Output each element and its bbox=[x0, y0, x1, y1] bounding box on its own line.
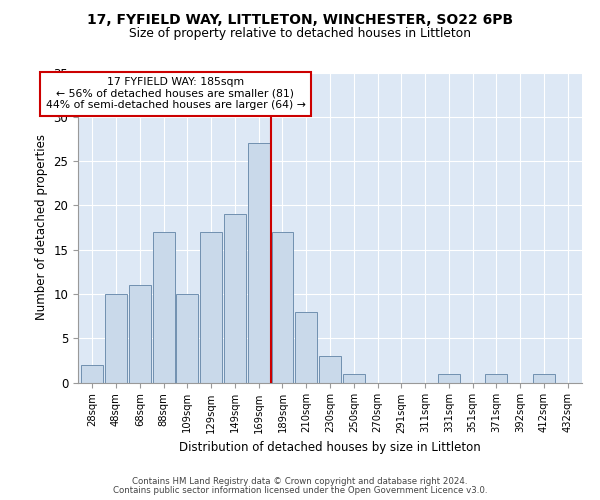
Bar bbox=[176, 294, 198, 382]
Bar bbox=[200, 232, 222, 382]
Bar bbox=[129, 285, 151, 382]
Bar bbox=[438, 374, 460, 382]
Bar bbox=[319, 356, 341, 382]
Bar bbox=[272, 232, 293, 382]
Bar bbox=[152, 232, 175, 382]
Text: Size of property relative to detached houses in Littleton: Size of property relative to detached ho… bbox=[129, 28, 471, 40]
Bar bbox=[295, 312, 317, 382]
Text: Contains HM Land Registry data © Crown copyright and database right 2024.: Contains HM Land Registry data © Crown c… bbox=[132, 477, 468, 486]
Bar bbox=[248, 144, 269, 382]
Bar bbox=[343, 374, 365, 382]
Bar bbox=[485, 374, 508, 382]
Text: 17 FYFIELD WAY: 185sqm
← 56% of detached houses are smaller (81)
44% of semi-det: 17 FYFIELD WAY: 185sqm ← 56% of detached… bbox=[46, 77, 305, 110]
Bar bbox=[533, 374, 555, 382]
Bar bbox=[105, 294, 127, 382]
Bar bbox=[224, 214, 246, 382]
Bar bbox=[82, 365, 103, 382]
Text: 17, FYFIELD WAY, LITTLETON, WINCHESTER, SO22 6PB: 17, FYFIELD WAY, LITTLETON, WINCHESTER, … bbox=[87, 12, 513, 26]
Text: Contains public sector information licensed under the Open Government Licence v3: Contains public sector information licen… bbox=[113, 486, 487, 495]
X-axis label: Distribution of detached houses by size in Littleton: Distribution of detached houses by size … bbox=[179, 441, 481, 454]
Y-axis label: Number of detached properties: Number of detached properties bbox=[35, 134, 48, 320]
